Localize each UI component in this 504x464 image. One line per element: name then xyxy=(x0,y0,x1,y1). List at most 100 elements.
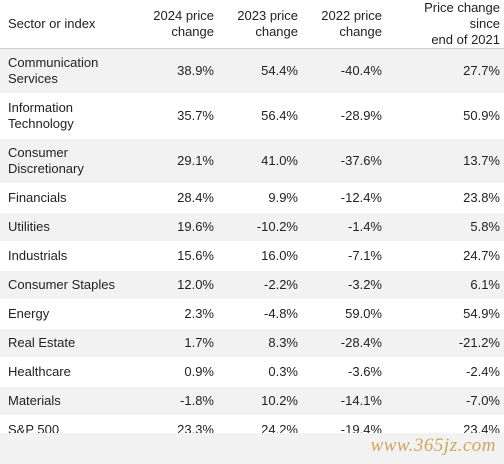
value-cell-y2023: -2.2% xyxy=(218,270,302,300)
header-2022-line-2: change xyxy=(339,24,382,39)
table-row: Real Estate 1.7% 8.3% -28.4% -21.2% xyxy=(0,328,504,358)
sector-name-line: Healthcare xyxy=(8,364,71,379)
value-cell-since2021: 24.7% xyxy=(386,241,504,271)
table-row: Consumer Discretionary 29.1% 41.0% -37.6% 13.… xyxy=(0,138,504,184)
value-cell-since2021: 54.9% xyxy=(386,299,504,329)
value-cell-y2024: 15.6% xyxy=(134,241,218,271)
header-2024-line-2: change xyxy=(171,24,214,39)
value-cell-y2023: 9.9% xyxy=(218,183,302,213)
sector-performance-table-container: Sector or index 2024 price change 2023 p… xyxy=(0,0,504,445)
sector-name-cell: Utilities xyxy=(0,212,134,242)
sector-name-cell: Materials xyxy=(0,386,134,416)
table-footer-band xyxy=(0,433,504,464)
header-since-2021-line-1: Price change since xyxy=(424,0,500,31)
value-cell-y2024: 0.9% xyxy=(134,357,218,387)
sector-name-line: Materials xyxy=(8,393,61,408)
header-2024-line-1: 2024 price xyxy=(153,8,214,23)
value-cell-y2024: 38.9% xyxy=(134,48,218,94)
sector-name-line: Technology xyxy=(8,116,74,131)
sector-name-cell: Industrials xyxy=(0,241,134,271)
value-cell-y2023: 41.0% xyxy=(218,138,302,184)
sector-name-cell: Healthcare xyxy=(0,357,134,387)
value-cell-y2022: 59.0% xyxy=(302,299,386,329)
value-cell-y2024: -1.8% xyxy=(134,386,218,416)
value-cell-y2024: 2.3% xyxy=(134,299,218,329)
value-cell-y2023: 54.4% xyxy=(218,48,302,94)
value-cell-y2024: 19.6% xyxy=(134,212,218,242)
value-cell-since2021: 27.7% xyxy=(386,48,504,94)
header-2023-line-2: change xyxy=(255,24,298,39)
sector-name-cell: Consumer Staples xyxy=(0,270,134,300)
value-cell-since2021: 50.9% xyxy=(386,93,504,139)
value-cell-y2022: -40.4% xyxy=(302,48,386,94)
value-cell-since2021: -21.2% xyxy=(386,328,504,358)
value-cell-since2021: -2.4% xyxy=(386,357,504,387)
value-cell-y2022: -7.1% xyxy=(302,241,386,271)
sector-name-line: Consumer xyxy=(8,145,68,160)
table-row: Utilities 19.6% -10.2% -1.4% 5.8% xyxy=(0,212,504,242)
value-cell-y2023: 10.2% xyxy=(218,386,302,416)
table-row: Consumer Staples 12.0% -2.2% -3.2% 6.1% xyxy=(0,270,504,300)
sector-name-cell: Financials xyxy=(0,183,134,213)
value-cell-y2023: -4.8% xyxy=(218,299,302,329)
sector-name-line: Real Estate xyxy=(8,335,76,350)
table-row: Materials -1.8% 10.2% -14.1% -7.0% xyxy=(0,386,504,416)
sector-name-line: Financials xyxy=(8,190,67,205)
value-cell-since2021: 13.7% xyxy=(386,138,504,184)
table-row: Information Technology 35.7% 56.4% -28.9% 50.… xyxy=(0,93,504,139)
sector-name-cell: Information Technology xyxy=(0,93,134,139)
sector-name-line: Utilities xyxy=(8,219,50,234)
value-cell-since2021: 23.8% xyxy=(386,183,504,213)
value-cell-y2022: -28.4% xyxy=(302,328,386,358)
table-header: Sector or index 2024 price change 2023 p… xyxy=(0,0,504,49)
value-cell-y2023: 56.4% xyxy=(218,93,302,139)
table-row: Energy 2.3% -4.8% 59.0% 54.9% xyxy=(0,299,504,329)
header-2023-change: 2023 price change xyxy=(218,0,302,49)
value-cell-y2024: 28.4% xyxy=(134,183,218,213)
sector-name-line: Communication xyxy=(8,55,99,70)
table-row: Industrials 15.6% 16.0% -7.1% 24.7% xyxy=(0,241,504,271)
value-cell-y2024: 1.7% xyxy=(134,328,218,358)
header-2022-change: 2022 price change xyxy=(302,0,386,49)
value-cell-y2024: 35.7% xyxy=(134,93,218,139)
header-since-2021-line-2: end of 2021 xyxy=(431,32,500,47)
value-cell-since2021: 6.1% xyxy=(386,270,504,300)
value-cell-y2024: 12.0% xyxy=(134,270,218,300)
site-watermark: www.365jz.com xyxy=(370,435,496,456)
table-row: Financials 28.4% 9.9% -12.4% 23.8% xyxy=(0,183,504,213)
value-cell-y2022: -28.9% xyxy=(302,93,386,139)
value-cell-y2022: -3.6% xyxy=(302,357,386,387)
sector-name-line: Services xyxy=(8,71,58,86)
value-cell-y2022: -37.6% xyxy=(302,138,386,184)
header-sector: Sector or index xyxy=(0,0,134,49)
value-cell-y2023: -10.2% xyxy=(218,212,302,242)
sector-name-line: Information xyxy=(8,100,74,115)
sector-name-line: Industrials xyxy=(8,248,68,263)
sector-performance-table: Sector or index 2024 price change 2023 p… xyxy=(0,0,504,445)
value-cell-since2021: -7.0% xyxy=(386,386,504,416)
value-cell-y2023: 0.3% xyxy=(218,357,302,387)
value-cell-y2024: 29.1% xyxy=(134,138,218,184)
header-change-since-2021: Price change since end of 2021 xyxy=(386,0,504,49)
sector-name-cell: Communication Services xyxy=(0,48,134,94)
value-cell-y2023: 8.3% xyxy=(218,328,302,358)
value-cell-y2023: 16.0% xyxy=(218,241,302,271)
sector-name-line: Energy xyxy=(8,306,50,321)
sector-name-cell: Energy xyxy=(0,299,134,329)
table-row: Communication Services 38.9% 54.4% -40.4% 27.… xyxy=(0,48,504,94)
value-cell-y2022: -1.4% xyxy=(302,212,386,242)
value-cell-since2021: 5.8% xyxy=(386,212,504,242)
sector-name-line: Consumer Staples xyxy=(8,277,115,292)
table-row: Healthcare 0.9% 0.3% -3.6% -2.4% xyxy=(0,357,504,387)
header-sector-label: Sector or index xyxy=(8,16,96,31)
header-2023-line-1: 2023 price xyxy=(237,8,298,23)
value-cell-y2022: -12.4% xyxy=(302,183,386,213)
value-cell-y2022: -14.1% xyxy=(302,386,386,416)
header-2024-change: 2024 price change xyxy=(134,0,218,49)
sector-name-cell: Consumer Discretionary xyxy=(0,138,134,184)
header-2022-line-1: 2022 price xyxy=(321,8,382,23)
sector-name-line: Discretionary xyxy=(8,161,84,176)
table-body: Communication Services 38.9% 54.4% -40.4% 27.… xyxy=(0,48,504,445)
sector-name-cell: Real Estate xyxy=(0,328,134,358)
value-cell-y2022: -3.2% xyxy=(302,270,386,300)
